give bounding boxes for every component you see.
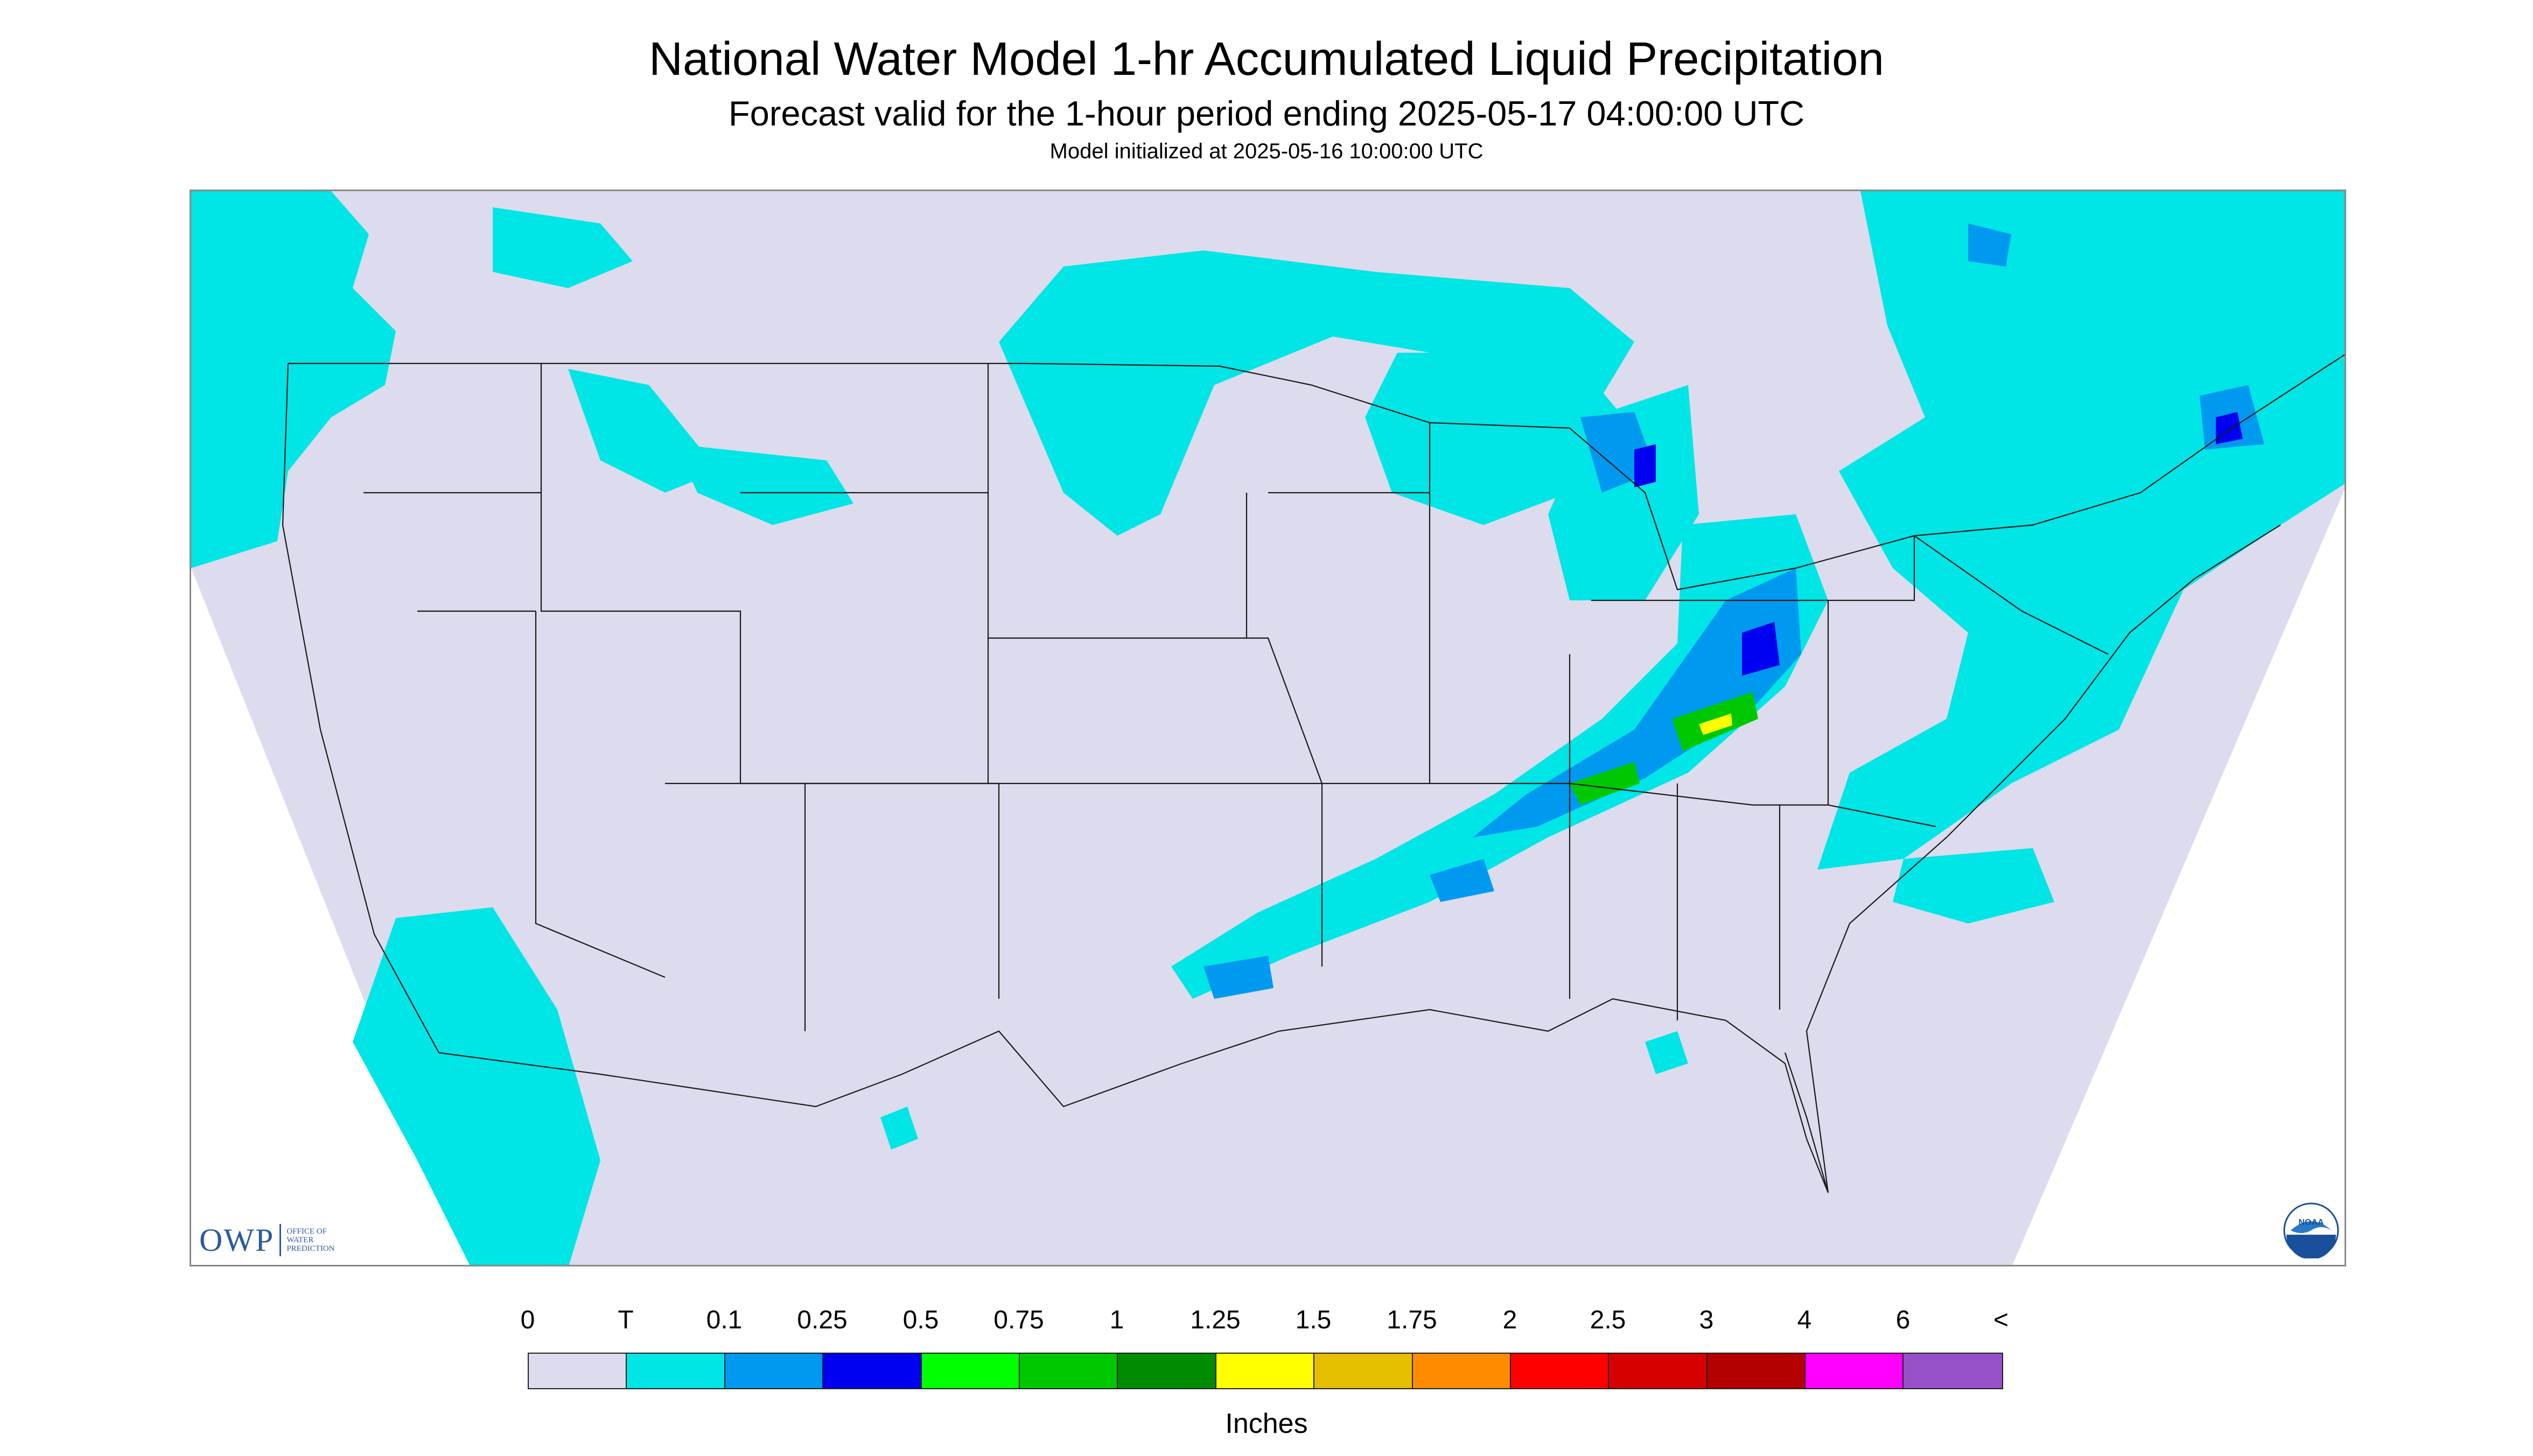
legend-swatch-1 bbox=[627, 1354, 725, 1388]
legend-swatch-14 bbox=[1904, 1354, 2002, 1388]
boundaries bbox=[282, 354, 2345, 1193]
precip-medium-areas bbox=[1634, 412, 2243, 676]
map-title: National Water Model 1-hr Accumulated Li… bbox=[649, 33, 1884, 85]
owp-logo-divider bbox=[279, 1224, 282, 1256]
legend-label-13: 4 bbox=[1797, 1306, 1812, 1334]
legend-labels: 0 T 0.1 0.25 0.5 0.75 1 1.25 1.5 1.75 2 … bbox=[517, 1307, 2025, 1340]
precipitation-map bbox=[190, 190, 2346, 1266]
legend-label-14: 6 bbox=[1895, 1306, 1911, 1334]
legend-swatch-13 bbox=[1806, 1354, 1904, 1388]
owp-logo: OWP OFFICE OF WATER PREDICTION bbox=[199, 1222, 351, 1258]
legend-label-4: 0.5 bbox=[902, 1306, 939, 1334]
legend-label-9: 1.75 bbox=[1387, 1306, 1437, 1334]
owp-logo-text: OFFICE OF WATER PREDICTION bbox=[286, 1227, 335, 1253]
legend-swatch-9 bbox=[1412, 1354, 1511, 1388]
legend-swatch-10 bbox=[1510, 1354, 1610, 1388]
legend-label-1: T bbox=[618, 1306, 634, 1334]
legend-swatch-2 bbox=[725, 1354, 824, 1388]
legend-swatch-11 bbox=[1609, 1354, 1708, 1388]
legend-label-11: 2.5 bbox=[1590, 1306, 1626, 1334]
legend-label-7: 1.25 bbox=[1190, 1306, 1241, 1334]
legend-swatch-8 bbox=[1314, 1354, 1413, 1388]
legend-label-12: 3 bbox=[1699, 1306, 1714, 1334]
legend-units: Inches bbox=[1225, 1408, 1308, 1439]
precip-trace-areas bbox=[191, 191, 2345, 1265]
legend-swatch-4 bbox=[921, 1354, 1020, 1388]
color-legend-bar bbox=[528, 1353, 2003, 1389]
legend-label-15: < bbox=[1993, 1306, 2009, 1334]
precip-peak-areas bbox=[1699, 713, 1732, 735]
legend-swatch-3 bbox=[823, 1354, 922, 1388]
legend-swatch-12 bbox=[1707, 1354, 1806, 1388]
owp-logo-mark: OWP bbox=[199, 1222, 275, 1258]
legend-swatch-5 bbox=[1019, 1354, 1118, 1388]
legend-swatch-6 bbox=[1118, 1354, 1216, 1388]
noaa-logo-text: NOAA bbox=[2298, 1218, 2324, 1227]
legend-label-10: 2 bbox=[1502, 1306, 1517, 1334]
legend-label-2: 0.1 bbox=[706, 1306, 743, 1334]
legend-swatch-0 bbox=[529, 1354, 627, 1388]
map-canvas bbox=[191, 191, 2345, 1265]
legend-label-8: 1.5 bbox=[1295, 1306, 1332, 1334]
legend-label-3: 0.25 bbox=[797, 1306, 848, 1334]
forecast-valid-subtitle: Forecast valid for the 1-hour period end… bbox=[728, 94, 1805, 133]
legend-label-5: 0.75 bbox=[993, 1306, 1044, 1334]
noaa-logo-icon: NOAA bbox=[2283, 1202, 2339, 1258]
model-init-line: Model initialized at 2025-05-16 10:00:00… bbox=[1049, 139, 1484, 163]
legend-label-6: 1 bbox=[1109, 1306, 1124, 1334]
legend-label-0: 0 bbox=[520, 1306, 535, 1334]
legend-swatch-7 bbox=[1216, 1354, 1315, 1388]
